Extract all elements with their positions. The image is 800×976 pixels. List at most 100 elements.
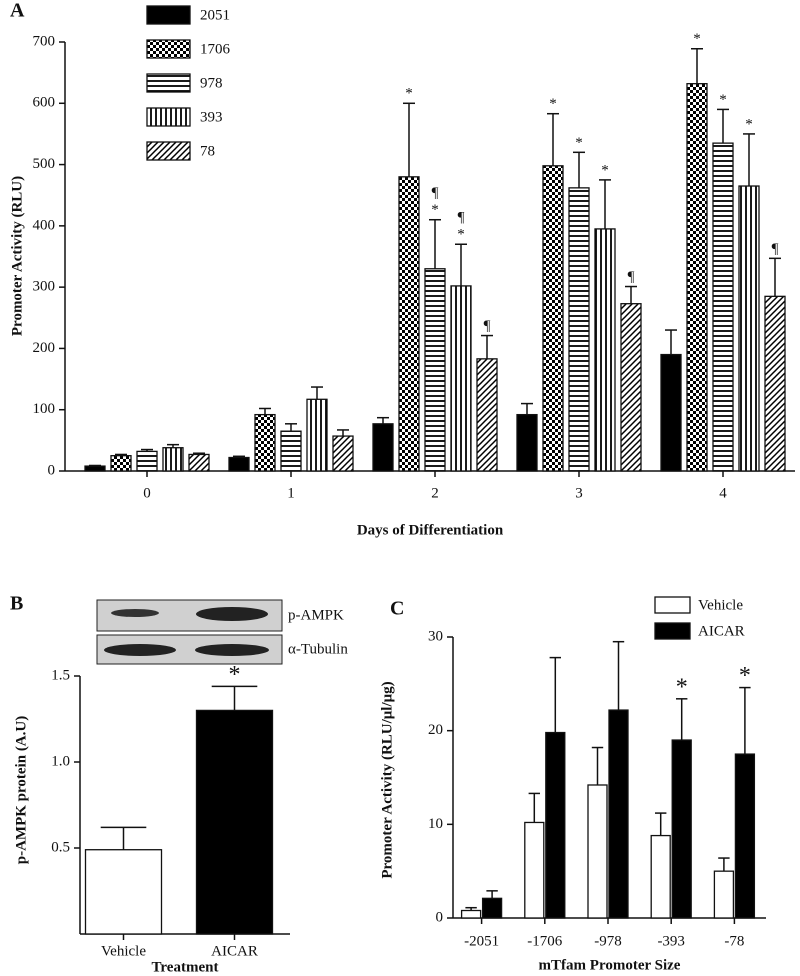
bar xyxy=(332,435,354,472)
significance-marker: ¶ xyxy=(772,241,779,257)
y-axis-label: Promoter Activity (RLU) xyxy=(9,176,25,336)
bar xyxy=(594,228,616,472)
bar xyxy=(84,849,163,935)
panel-label: A xyxy=(10,0,25,22)
bar xyxy=(110,455,132,472)
bar xyxy=(686,83,708,472)
x-tick-label: 2 xyxy=(431,485,439,501)
significance-marker: * xyxy=(745,116,753,132)
legend-swatch xyxy=(654,622,691,640)
x-tick-label: -78 xyxy=(724,933,744,949)
significance-marker: * xyxy=(549,96,557,112)
bar xyxy=(280,430,302,472)
x-tick-label: 3 xyxy=(575,485,583,501)
significance-marker: ¶ xyxy=(484,318,491,334)
panel-label: C xyxy=(390,598,404,620)
bar xyxy=(424,268,446,472)
x-tick-label: -393 xyxy=(657,933,685,949)
y-tick-label: 30 xyxy=(428,628,443,644)
y-tick-label: 200 xyxy=(33,340,56,356)
x-tick-label: 4 xyxy=(719,485,727,501)
significance-marker: * xyxy=(431,202,439,218)
x-tick-label: -1706 xyxy=(527,933,562,949)
y-axis-label: Promoter Activity (RLU/μl/μg) xyxy=(379,681,395,878)
bar xyxy=(372,423,394,472)
significance-marker: ¶ xyxy=(432,185,439,201)
significance-marker: * xyxy=(739,663,751,689)
bar xyxy=(450,285,472,472)
significance-marker: * xyxy=(601,162,609,178)
blot-band xyxy=(195,644,269,656)
bar xyxy=(545,731,566,919)
y-tick-label: 0.5 xyxy=(51,839,70,855)
x-tick-label: 1 xyxy=(287,485,295,501)
bar xyxy=(660,353,682,472)
bar xyxy=(734,753,756,919)
x-tick-label: 0 xyxy=(143,485,151,501)
bar xyxy=(738,185,760,472)
y-tick-label: 400 xyxy=(33,217,56,233)
bar xyxy=(608,709,629,919)
bar xyxy=(764,295,786,472)
legend-swatch xyxy=(146,141,191,161)
legend-label: 1706 xyxy=(200,41,231,57)
blot-band xyxy=(196,607,268,621)
x-tick-label: Vehicle xyxy=(101,943,146,959)
blot-label: α-Tubulin xyxy=(288,641,348,657)
bar xyxy=(136,450,158,472)
x-tick-label: -2051 xyxy=(464,933,499,949)
bar xyxy=(162,447,184,472)
bar xyxy=(460,909,482,919)
y-axis-label: p-AMPK protein (A.U) xyxy=(13,716,29,864)
significance-marker: * xyxy=(719,92,727,108)
bar xyxy=(476,358,498,472)
bar xyxy=(671,739,692,919)
bar xyxy=(481,897,503,919)
bar xyxy=(228,456,250,472)
legend-swatch xyxy=(146,107,191,127)
bar xyxy=(542,165,564,472)
legend-swatch xyxy=(146,73,191,93)
significance-marker: * xyxy=(676,674,688,700)
y-tick-label: 0 xyxy=(436,909,444,925)
bar xyxy=(84,465,106,472)
bar xyxy=(398,176,420,472)
y-tick-label: 100 xyxy=(33,401,56,417)
y-tick-label: 700 xyxy=(33,33,56,49)
bar xyxy=(524,821,545,919)
x-tick-label: AICAR xyxy=(211,943,258,959)
blot-label: p-AMPK xyxy=(288,607,344,623)
y-tick-label: 0 xyxy=(48,462,56,478)
y-tick-label: 20 xyxy=(428,722,443,738)
x-axis-label: Treatment xyxy=(152,959,219,975)
significance-marker: * xyxy=(405,86,413,102)
bar xyxy=(254,413,276,472)
y-tick-label: 1.0 xyxy=(51,753,70,769)
x-axis-label: mTfam Promoter Size xyxy=(539,957,681,973)
legend-label: 978 xyxy=(200,75,223,91)
bar xyxy=(568,187,590,472)
bar xyxy=(587,784,608,919)
y-tick-label: 1.5 xyxy=(51,667,70,683)
bar xyxy=(188,453,210,472)
y-tick-label: 10 xyxy=(428,816,443,832)
x-tick-label: -978 xyxy=(594,933,622,949)
blot-band xyxy=(111,609,159,617)
legend-label: 2051 xyxy=(200,7,230,23)
significance-marker: * xyxy=(693,31,701,47)
significance-marker: * xyxy=(457,227,465,243)
significance-marker: * xyxy=(229,662,241,688)
y-tick-label: 600 xyxy=(33,95,56,111)
legend-label: Vehicle xyxy=(698,597,743,613)
bar xyxy=(713,870,735,919)
y-tick-label: 300 xyxy=(33,279,56,295)
significance-marker: * xyxy=(575,135,583,151)
blot-band xyxy=(104,644,176,656)
legend-label: AICAR xyxy=(698,623,745,639)
x-axis-label: Days of Differentiation xyxy=(357,522,504,538)
legend-label: 393 xyxy=(200,109,223,125)
panel-label: B xyxy=(10,593,23,615)
bar xyxy=(516,413,538,472)
